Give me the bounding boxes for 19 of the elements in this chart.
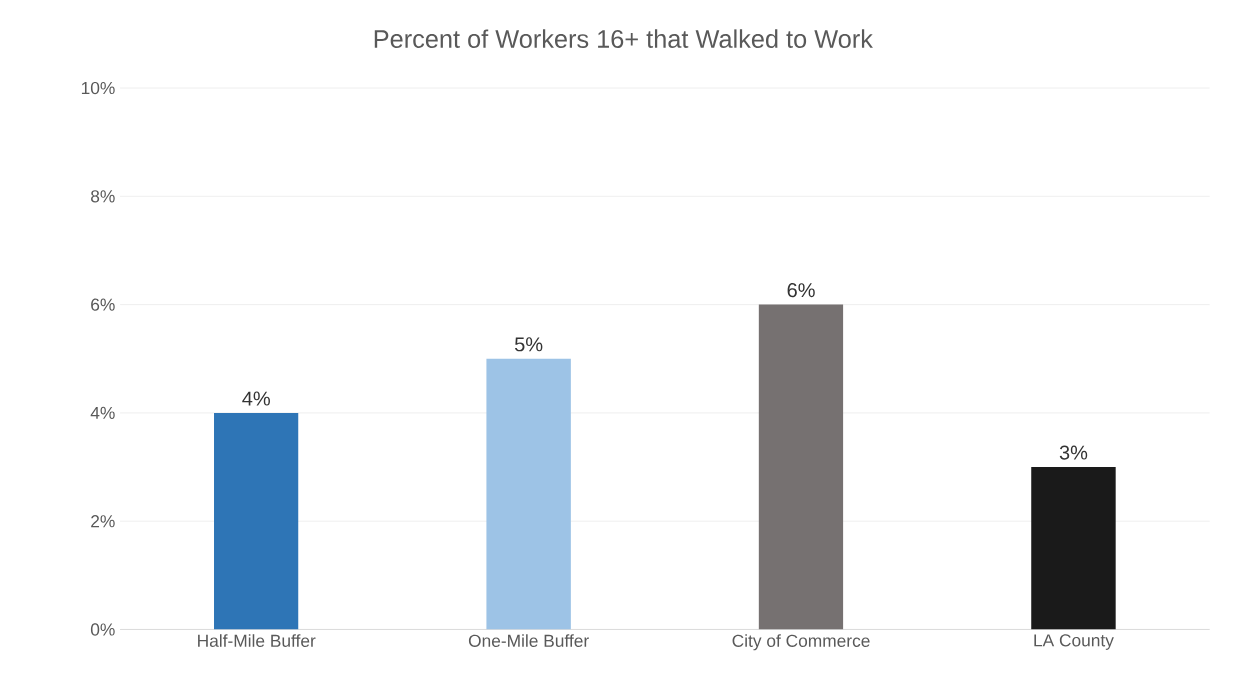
y-tick-label: 8%	[91, 190, 115, 203]
y-tick-label: 10%	[81, 81, 115, 95]
data-label: 3%	[1059, 445, 1088, 460]
data-label: 5%	[514, 337, 543, 352]
chart-title: Percent of Workers 16+ that Walked to Work	[374, 29, 873, 49]
data-label: 4%	[242, 391, 270, 406]
bar	[758, 304, 844, 630]
y-tick-label: 6%	[91, 298, 115, 311]
bar	[1031, 467, 1116, 630]
data-label: 6%	[787, 283, 815, 298]
x-tick-label: LA County	[1034, 634, 1114, 650]
x-tick-label: Half-Mile Buffer	[198, 634, 316, 648]
y-tick-label: 4%	[90, 406, 115, 420]
y-tick-label: 2%	[91, 515, 115, 528]
y-tick-label: 0%	[90, 623, 115, 636]
bar	[486, 358, 571, 630]
x-tick-label: City of Commerce	[732, 634, 870, 651]
x-tick-label: One-Mile Buffer	[468, 634, 589, 648]
bar	[214, 412, 299, 630]
